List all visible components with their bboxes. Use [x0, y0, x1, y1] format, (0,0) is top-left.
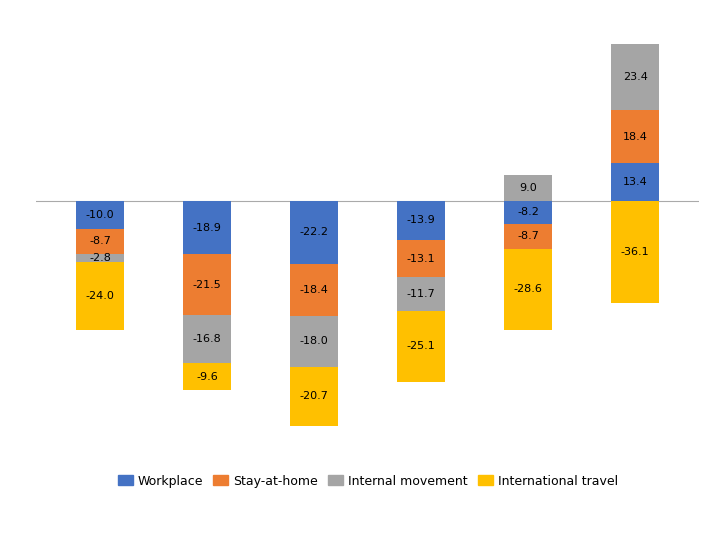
Text: -8.2: -8.2 — [517, 208, 539, 217]
Bar — [183, 363, 231, 390]
Bar — [504, 224, 552, 248]
Bar — [76, 201, 124, 229]
Bar — [183, 254, 231, 315]
Bar — [397, 240, 446, 278]
Text: -20.7: -20.7 — [300, 391, 329, 402]
Text: -9.6: -9.6 — [196, 372, 218, 382]
Text: -25.1: -25.1 — [407, 341, 435, 351]
Text: -18.9: -18.9 — [193, 223, 221, 232]
Bar — [504, 201, 552, 224]
Bar — [290, 367, 338, 426]
Bar — [290, 201, 338, 264]
Bar — [76, 254, 124, 262]
Text: -8.7: -8.7 — [517, 231, 539, 241]
Text: 9.0: 9.0 — [519, 183, 537, 193]
Text: -22.2: -22.2 — [300, 227, 329, 237]
Bar — [397, 278, 446, 310]
Text: -21.5: -21.5 — [193, 280, 221, 290]
Bar — [290, 264, 338, 316]
Bar — [397, 310, 446, 382]
Bar — [611, 44, 659, 110]
Bar — [76, 229, 124, 254]
Bar — [611, 201, 659, 303]
Bar — [504, 248, 552, 330]
Bar — [183, 315, 231, 363]
Bar — [397, 201, 446, 240]
Text: -24.0: -24.0 — [86, 291, 115, 301]
Text: -11.7: -11.7 — [407, 289, 435, 299]
Text: -13.9: -13.9 — [407, 216, 435, 225]
Text: -18.4: -18.4 — [300, 285, 329, 295]
Text: -36.1: -36.1 — [621, 247, 650, 257]
Text: -13.1: -13.1 — [407, 254, 435, 264]
Legend: Workplace, Stay-at-home, Internal movement, International travel: Workplace, Stay-at-home, Internal moveme… — [112, 469, 623, 493]
Bar — [76, 262, 124, 330]
Text: 13.4: 13.4 — [623, 177, 647, 186]
Bar — [611, 163, 659, 201]
Text: 23.4: 23.4 — [623, 72, 647, 82]
Bar — [611, 110, 659, 163]
Text: -8.7: -8.7 — [89, 237, 111, 246]
Text: -16.8: -16.8 — [193, 334, 221, 344]
Bar — [290, 316, 338, 367]
Text: -10.0: -10.0 — [86, 210, 115, 220]
Text: -2.8: -2.8 — [89, 253, 111, 262]
Text: -18.0: -18.0 — [300, 336, 329, 347]
Text: -28.6: -28.6 — [514, 284, 543, 294]
Bar — [183, 201, 231, 254]
Text: 18.4: 18.4 — [623, 132, 647, 142]
Bar — [504, 175, 552, 201]
